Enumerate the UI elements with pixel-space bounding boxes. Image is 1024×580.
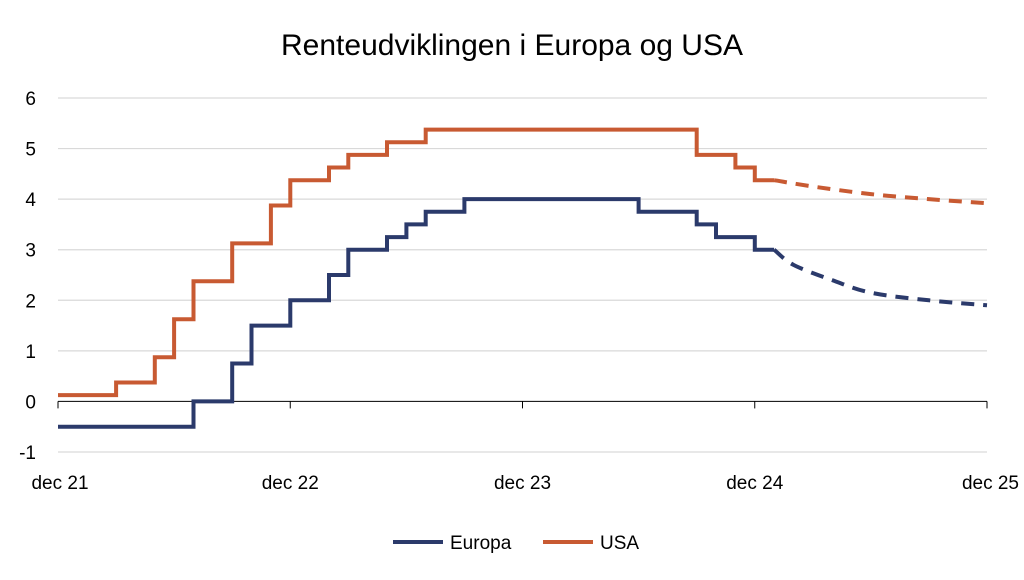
y-tick-label: 0 [25, 392, 36, 413]
legend: Europa USA [393, 533, 639, 554]
y-tick-label: 6 [25, 89, 36, 110]
y-tick-label: 1 [25, 342, 36, 363]
x-tick-label: dec 22 [262, 473, 319, 494]
series-forecast-europa [772, 248, 988, 308]
legend-label-europa: Europa [450, 533, 512, 554]
x-tick-label: dec 23 [494, 473, 551, 494]
y-tick-label: 4 [25, 190, 36, 211]
y-tick-label: 5 [25, 140, 36, 161]
legend-label-usa: USA [600, 533, 639, 554]
series-line-usa [58, 127, 775, 398]
series-forecast-usa [773, 178, 988, 206]
y-tick-label: -1 [19, 443, 36, 464]
axis-layer: -1 0 1 2 3 4 5 6 dec 21 dec 22 dec 23 dec 24 dec 25 [19, 89, 1019, 494]
y-tick-label: 2 [25, 291, 36, 312]
grid-layer [58, 97, 987, 453]
x-tick-label: dec 24 [726, 473, 783, 494]
x-tick-label: dec 25 [962, 473, 1019, 494]
series-layer [58, 127, 988, 429]
y-tick-label: 3 [25, 241, 36, 262]
chart-title: Renteudviklingen i Europa og USA [281, 29, 743, 62]
x-tick-label: dec 21 [31, 473, 88, 494]
series-line-europa [58, 197, 775, 429]
